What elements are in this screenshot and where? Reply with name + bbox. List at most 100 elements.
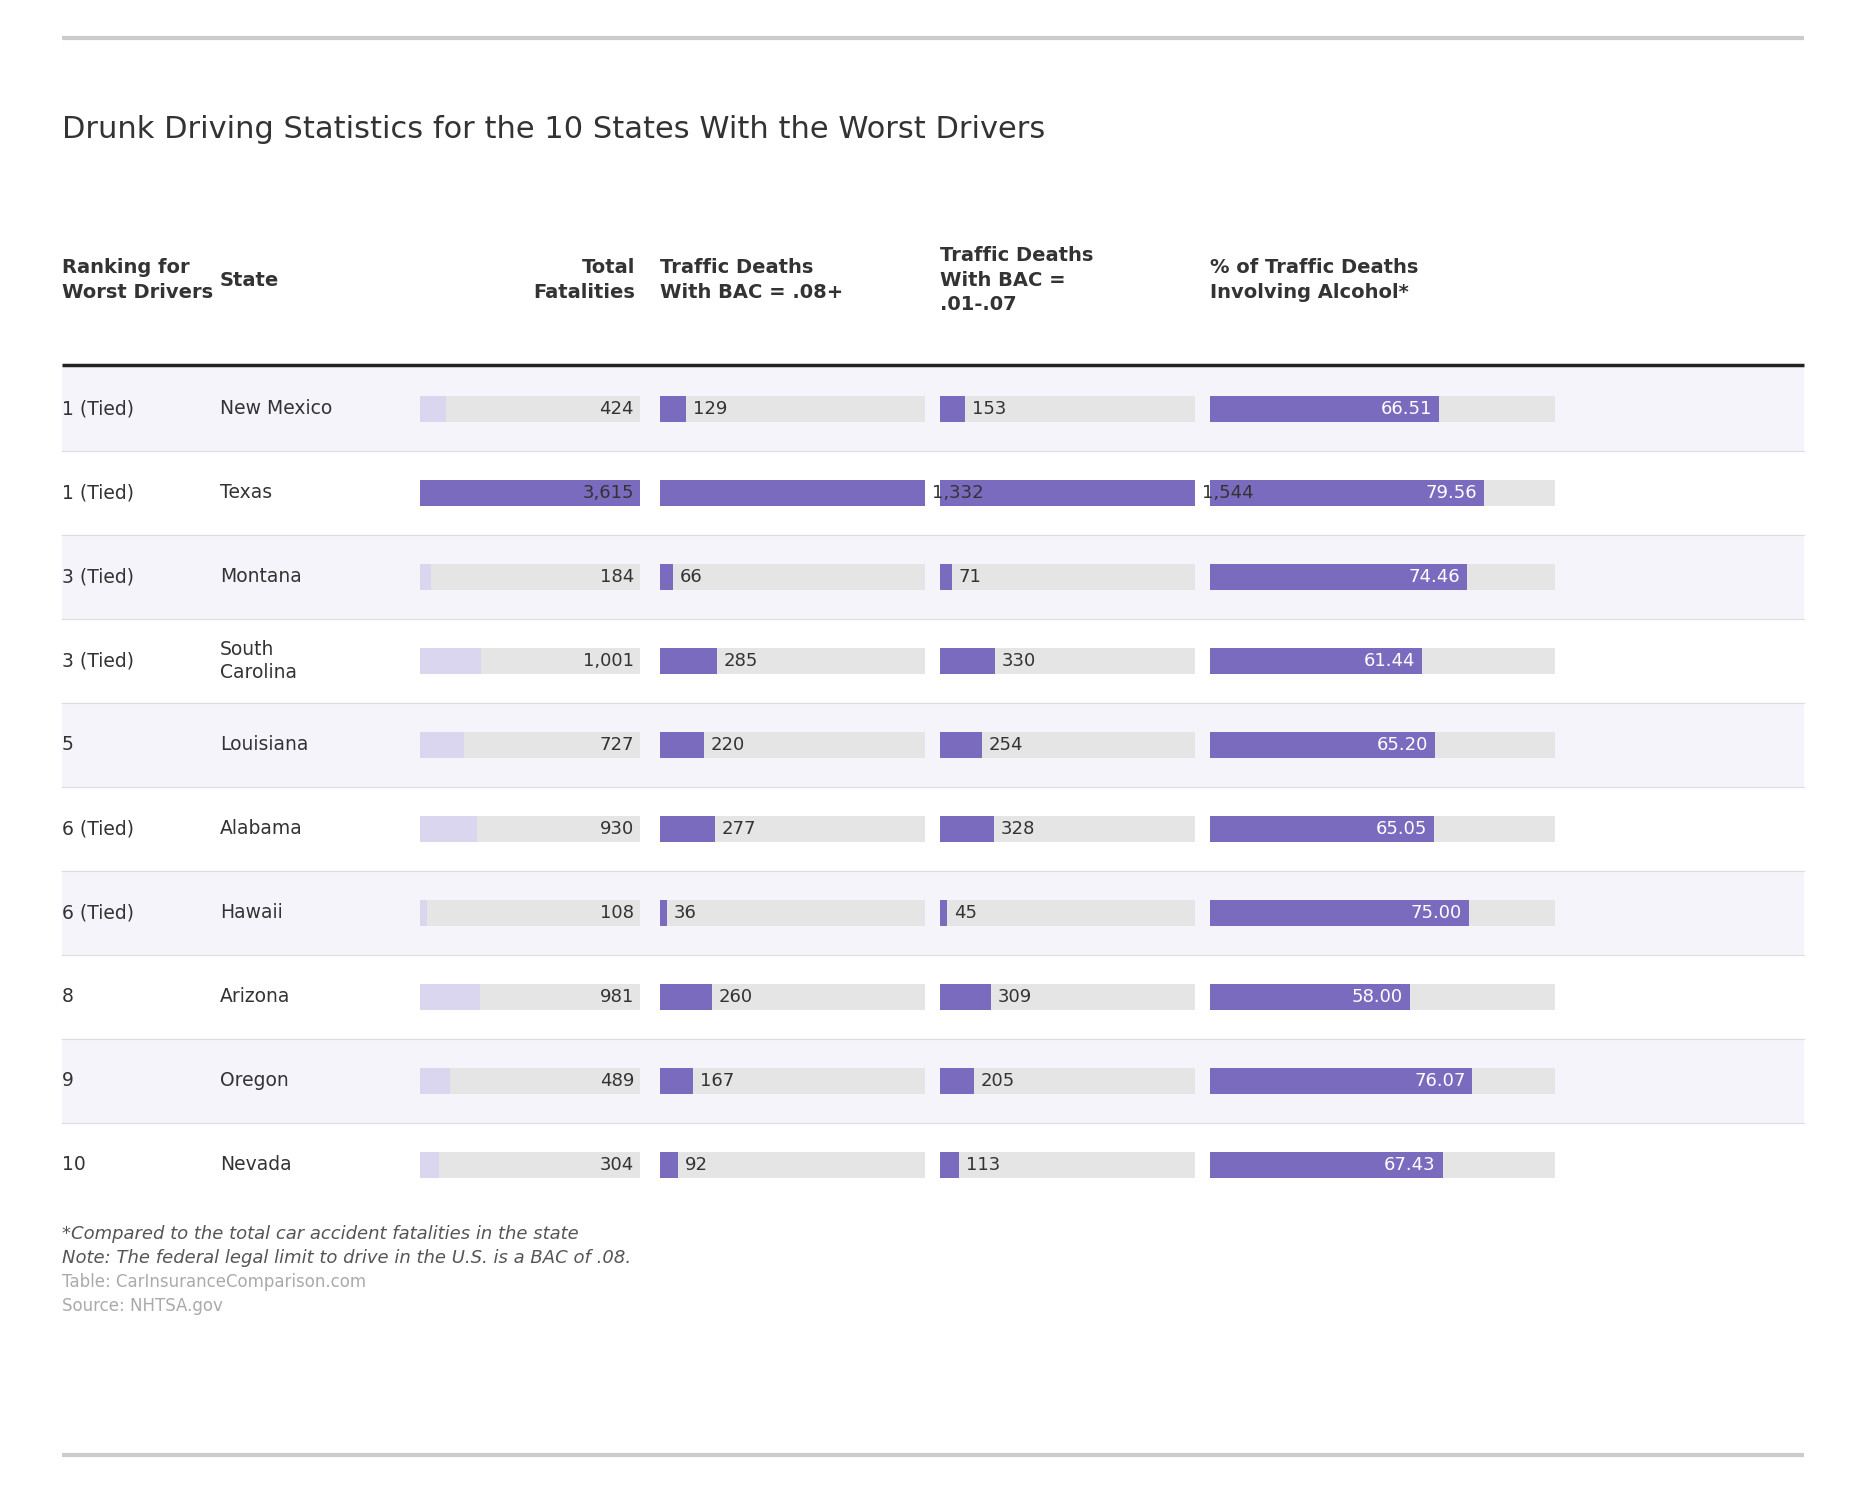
Bar xyxy=(420,817,640,842)
Text: Texas: Texas xyxy=(220,483,272,502)
Bar xyxy=(1209,396,1554,422)
Text: 220: 220 xyxy=(711,736,745,754)
Text: 6 (Tied): 6 (Tied) xyxy=(62,820,134,839)
Text: 92: 92 xyxy=(685,1156,709,1174)
Text: Note: The federal legal limit to drive in the U.S. is a BAC of .08.: Note: The federal legal limit to drive i… xyxy=(62,1249,631,1266)
Bar xyxy=(661,565,926,590)
Text: 424: 424 xyxy=(599,399,634,419)
Bar xyxy=(661,732,926,758)
Text: 1 (Tied): 1 (Tied) xyxy=(62,483,134,502)
Bar xyxy=(62,1039,1804,1123)
Bar xyxy=(1209,480,1554,507)
Text: 285: 285 xyxy=(724,653,758,670)
Bar xyxy=(661,565,674,590)
Bar xyxy=(940,396,1194,422)
Bar xyxy=(940,565,1194,590)
Bar xyxy=(940,1152,1194,1179)
Bar xyxy=(940,1068,1194,1094)
Text: 76.07: 76.07 xyxy=(1414,1071,1465,1091)
Bar xyxy=(661,396,685,422)
Text: 66.51: 66.51 xyxy=(1381,399,1433,419)
Bar xyxy=(1209,900,1469,925)
Text: Oregon: Oregon xyxy=(220,1071,289,1091)
Text: 930: 930 xyxy=(599,820,634,837)
Bar xyxy=(940,983,1194,1010)
Text: 1 (Tied): 1 (Tied) xyxy=(62,399,134,419)
Bar xyxy=(661,480,926,507)
Bar xyxy=(420,396,640,422)
Text: South
Carolina: South Carolina xyxy=(220,639,297,682)
Bar xyxy=(940,817,995,842)
Text: 79.56: 79.56 xyxy=(1426,484,1478,502)
Text: 1,332: 1,332 xyxy=(931,484,983,502)
Bar xyxy=(62,872,1804,955)
Text: 45: 45 xyxy=(954,904,978,922)
Text: 1,544: 1,544 xyxy=(1202,484,1254,502)
Text: Alabama: Alabama xyxy=(220,820,302,839)
Bar xyxy=(661,817,926,842)
Bar xyxy=(420,648,481,673)
Bar xyxy=(940,900,948,925)
Text: 309: 309 xyxy=(998,988,1032,1006)
Bar xyxy=(940,648,1194,673)
Bar xyxy=(661,1152,679,1179)
Text: 304: 304 xyxy=(599,1156,634,1174)
Bar xyxy=(940,1068,974,1094)
Bar xyxy=(1209,1068,1472,1094)
Bar xyxy=(420,648,640,673)
Bar xyxy=(420,565,640,590)
Bar xyxy=(661,817,715,842)
Text: 67.43: 67.43 xyxy=(1385,1156,1435,1174)
Bar xyxy=(661,983,926,1010)
Text: Total
Fatalities: Total Fatalities xyxy=(534,258,634,301)
Bar xyxy=(420,480,640,507)
Bar xyxy=(940,900,1194,925)
Bar xyxy=(661,396,926,422)
Bar xyxy=(1209,648,1422,673)
Text: Traffic Deaths
With BAC = .08+: Traffic Deaths With BAC = .08+ xyxy=(661,258,843,301)
Bar xyxy=(661,648,926,673)
Text: 66: 66 xyxy=(679,568,703,586)
Text: Arizona: Arizona xyxy=(220,988,291,1007)
Bar xyxy=(661,900,668,925)
Text: 71: 71 xyxy=(959,568,982,586)
Bar xyxy=(420,817,476,842)
Text: 3 (Tied): 3 (Tied) xyxy=(62,568,134,587)
Bar xyxy=(420,900,640,925)
Text: 254: 254 xyxy=(989,736,1023,754)
Bar xyxy=(420,396,446,422)
Text: 981: 981 xyxy=(599,988,634,1006)
Bar xyxy=(62,367,1804,451)
Text: 65.20: 65.20 xyxy=(1377,736,1427,754)
Text: 184: 184 xyxy=(599,568,634,586)
Bar xyxy=(661,900,926,925)
Bar xyxy=(420,1068,450,1094)
Text: 5: 5 xyxy=(62,736,75,754)
Bar xyxy=(940,1152,959,1179)
Bar xyxy=(940,732,1194,758)
Bar xyxy=(1209,983,1411,1010)
Text: 58.00: 58.00 xyxy=(1353,988,1403,1006)
Text: Table: CarInsuranceComparison.com: Table: CarInsuranceComparison.com xyxy=(62,1272,366,1290)
Bar xyxy=(1209,1152,1442,1179)
Bar xyxy=(661,1152,926,1179)
Text: 330: 330 xyxy=(1002,653,1036,670)
Bar xyxy=(661,480,926,507)
Bar xyxy=(940,732,982,758)
Text: New Mexico: New Mexico xyxy=(220,399,332,419)
Text: 65.05: 65.05 xyxy=(1375,820,1427,837)
Text: 489: 489 xyxy=(599,1071,634,1091)
Text: 205: 205 xyxy=(982,1071,1015,1091)
Text: 3 (Tied): 3 (Tied) xyxy=(62,651,134,670)
Text: 3,615: 3,615 xyxy=(582,484,634,502)
Bar xyxy=(1209,983,1554,1010)
Text: Ranking for
Worst Drivers: Ranking for Worst Drivers xyxy=(62,258,213,301)
Text: 328: 328 xyxy=(1002,820,1036,837)
Text: 74.46: 74.46 xyxy=(1409,568,1459,586)
Text: Traffic Deaths
With BAC =
.01-.07: Traffic Deaths With BAC = .01-.07 xyxy=(940,246,1093,314)
Bar xyxy=(1209,396,1439,422)
Bar xyxy=(62,1123,1804,1207)
Text: % of Traffic Deaths
Involving Alcohol*: % of Traffic Deaths Involving Alcohol* xyxy=(1209,258,1418,301)
Text: 129: 129 xyxy=(692,399,728,419)
Bar xyxy=(420,1068,640,1094)
